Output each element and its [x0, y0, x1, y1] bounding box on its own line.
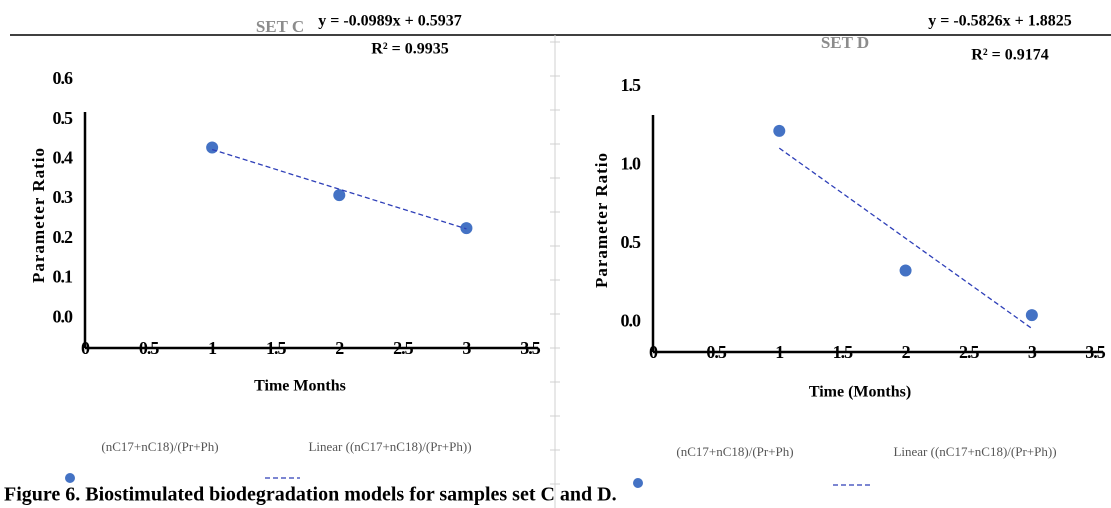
y-tick-label: 0.3	[53, 187, 74, 207]
trend-line	[211, 148, 467, 230]
x-axis-label: Time Months	[254, 378, 346, 395]
x-tick-label: 0.5	[139, 338, 160, 358]
legend-marker	[65, 473, 75, 483]
trend-line	[778, 147, 1033, 330]
y-tick-label: 0.5	[53, 108, 74, 128]
y-tick-label: 1.5	[621, 75, 642, 95]
legend-label: Linear ((nC17+nC18)/(Pr+Ph))	[308, 439, 471, 454]
data-point	[333, 189, 346, 202]
y-tick-label: 0.6	[53, 68, 74, 88]
data-point	[1025, 309, 1038, 322]
caption: Figure 6. Biostimulated biodegradation m…	[4, 484, 617, 506]
y-tick-label: 0.0	[621, 310, 642, 330]
r-squared: R² = 0.9174	[971, 47, 1048, 64]
x-tick-label: 2.5	[393, 338, 414, 358]
x-tick-label: 1	[775, 342, 784, 362]
x-tick-label: 3.5	[520, 338, 541, 358]
legend-marker	[633, 478, 643, 488]
trend-equation: y = -0.5826x + 1.8825	[928, 13, 1072, 30]
x-tick-label: 0	[81, 338, 90, 358]
x-tick-label: 1.5	[266, 338, 287, 358]
y-tick-label: 1.0	[621, 154, 642, 174]
x-tick-label: 3.5	[1085, 342, 1106, 362]
r-squared: R² = 0.9935	[371, 41, 448, 58]
data-point	[899, 264, 912, 277]
trend-equation: y = -0.0989x + 0.5937	[318, 13, 462, 30]
y-axis-label: Parameter Ratio	[29, 147, 48, 283]
y-axis-label: Parameter Ratio	[592, 152, 611, 288]
x-tick-label: 2.5	[959, 342, 980, 362]
x-tick-label: 2	[335, 338, 344, 358]
x-axis-label: Time (Months)	[809, 384, 911, 401]
y-tick-label: 0.5	[621, 232, 642, 252]
data-point	[460, 222, 473, 235]
x-tick-label: 1	[208, 338, 217, 358]
chart-title: SET C	[256, 17, 304, 36]
data-point	[206, 141, 219, 154]
y-tick-label: 0.2	[53, 227, 74, 247]
y-tick-label: 0.1	[53, 267, 74, 287]
legend-label: (nC17+nC18)/(Pr+Ph)	[101, 439, 218, 454]
x-tick-label: 0	[649, 342, 658, 362]
y-tick-label: 0.0	[53, 306, 74, 326]
y-tick-label: 0.4	[53, 148, 74, 168]
x-tick-label: 3	[462, 338, 471, 358]
x-tick-label: 0.5	[706, 342, 727, 362]
legend-label: (nC17+nC18)/(Pr+Ph)	[676, 444, 793, 459]
x-tick-label: 2	[902, 342, 911, 362]
chart-title: SET D	[821, 33, 869, 52]
x-tick-label: 3	[1028, 342, 1037, 362]
x-tick-label: 1.5	[833, 342, 854, 362]
legend-label: Linear ((nC17+nC18)/(Pr+Ph))	[893, 444, 1056, 459]
data-point	[773, 124, 786, 137]
